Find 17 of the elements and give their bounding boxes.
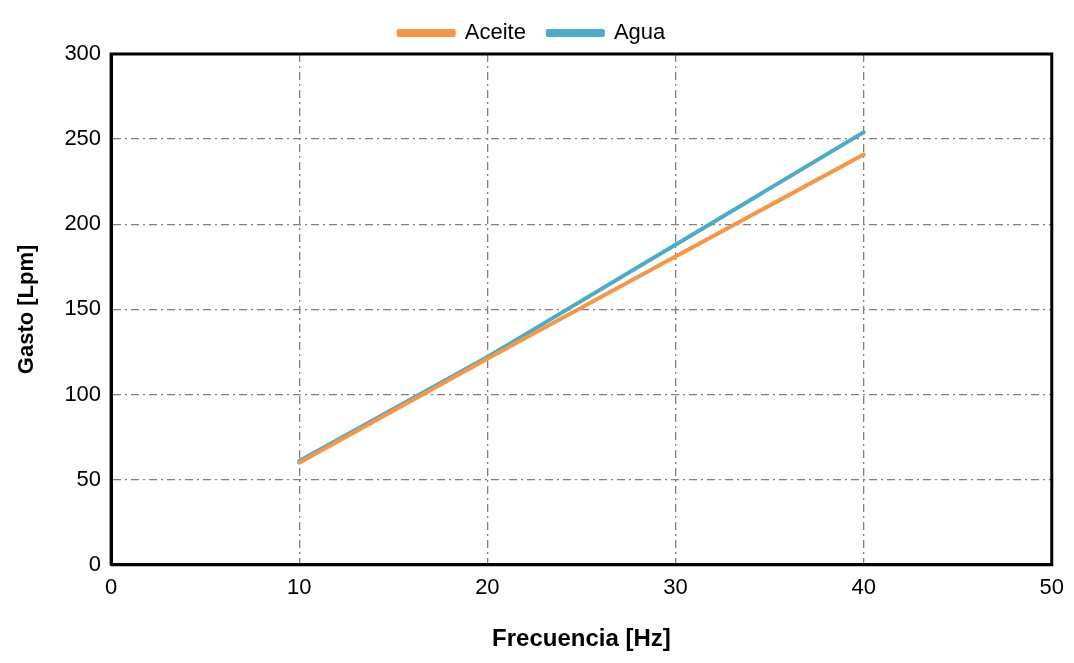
- x-axis-title: Frecuencia [Hz]: [492, 624, 671, 652]
- y-tick-label: 200: [64, 210, 102, 236]
- y-tick-label: 250: [64, 125, 102, 151]
- y-tick-label: 50: [76, 465, 102, 491]
- x-tick-label: 20: [475, 574, 500, 600]
- x-tick-label: 10: [287, 574, 312, 600]
- y-tick-label: 300: [64, 40, 102, 66]
- legend-label: Aceite: [464, 19, 526, 45]
- legend-label: Agua: [613, 19, 667, 45]
- y-tick-label: 100: [64, 380, 102, 406]
- y-axis-title: Gasto [Lpm]: [13, 244, 39, 375]
- x-tick-label: 50: [1039, 574, 1065, 600]
- x-tick-label: 30: [663, 574, 688, 600]
- y-tick-label: 0: [88, 550, 102, 576]
- x-tick-label: 0: [104, 574, 118, 600]
- y-tick-label: 150: [64, 295, 102, 321]
- x-tick-label: 40: [851, 574, 876, 600]
